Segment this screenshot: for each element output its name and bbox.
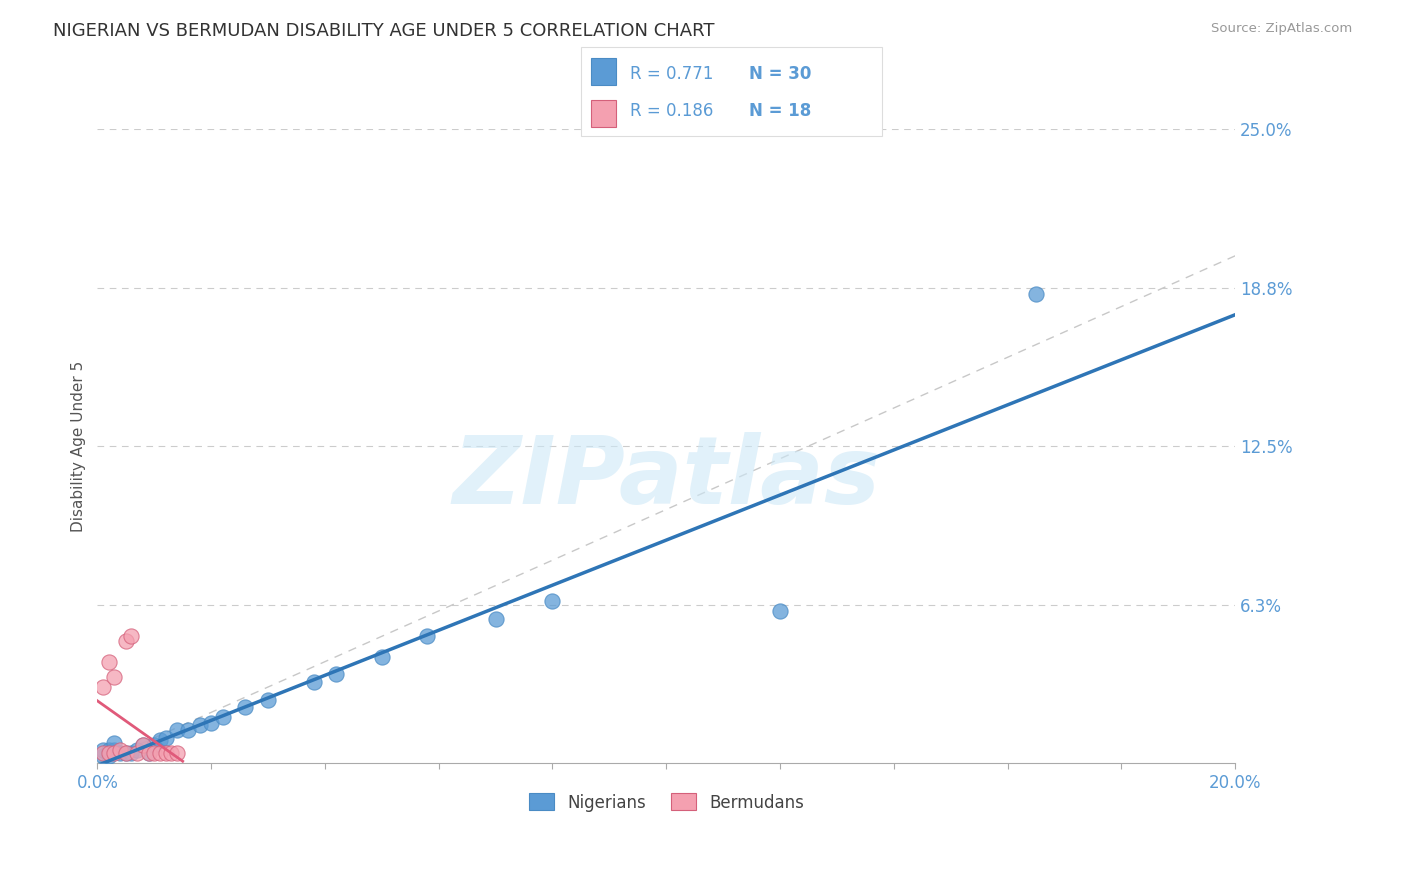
Point (149, 746, 172, 760)
Point (155, 746, 177, 760)
Point (132, 739, 155, 753)
Point (127, 743, 149, 757)
Point (188, 718, 211, 732)
Point (166, 746, 188, 760)
Point (143, 746, 166, 760)
Point (97, 746, 120, 760)
Point (121, 629, 143, 643)
Point (121, 746, 143, 760)
Point (97, 655, 120, 669)
Point (233, 700, 256, 714)
Point (160, 746, 183, 760)
Point (416, 629, 439, 643)
Text: R = 0.771: R = 0.771 (630, 65, 713, 83)
Point (91, 743, 114, 757)
Point (97, 743, 120, 757)
Text: N = 18: N = 18 (749, 103, 811, 120)
Point (200, 715, 222, 730)
Point (143, 739, 166, 753)
Point (138, 746, 160, 760)
Point (103, 746, 125, 760)
Point (484, 611, 506, 625)
Point (177, 723, 200, 738)
Point (108, 746, 131, 760)
Point (103, 736, 125, 750)
Point (371, 649, 394, 664)
Y-axis label: Disability Age Under 5: Disability Age Under 5 (72, 360, 86, 532)
Point (103, 670, 125, 684)
Legend: Nigerians, Bermudans: Nigerians, Bermudans (522, 787, 810, 818)
Point (132, 739, 155, 753)
Point (114, 746, 136, 760)
Text: Source: ZipAtlas.com: Source: ZipAtlas.com (1212, 22, 1353, 36)
Point (138, 746, 160, 760)
Point (211, 710, 233, 724)
Point (91, 746, 114, 760)
Point (114, 746, 136, 760)
Point (1025, 286, 1047, 301)
Point (769, 604, 792, 618)
Point (114, 634, 136, 648)
Point (108, 743, 131, 757)
Point (257, 692, 280, 706)
Point (166, 723, 188, 738)
Text: R = 0.186: R = 0.186 (630, 103, 713, 120)
Point (302, 675, 325, 690)
Point (127, 746, 149, 760)
Text: ZIPatlas: ZIPatlas (453, 432, 880, 524)
Point (325, 667, 347, 681)
Point (97, 748, 120, 763)
Point (91, 680, 114, 694)
Point (103, 743, 125, 757)
Point (91, 748, 114, 763)
Point (155, 731, 177, 745)
Point (541, 594, 564, 608)
Point (149, 733, 172, 747)
Text: N = 30: N = 30 (749, 65, 811, 83)
Text: NIGERIAN VS BERMUDAN DISABILITY AGE UNDER 5 CORRELATION CHART: NIGERIAN VS BERMUDAN DISABILITY AGE UNDE… (53, 22, 714, 40)
